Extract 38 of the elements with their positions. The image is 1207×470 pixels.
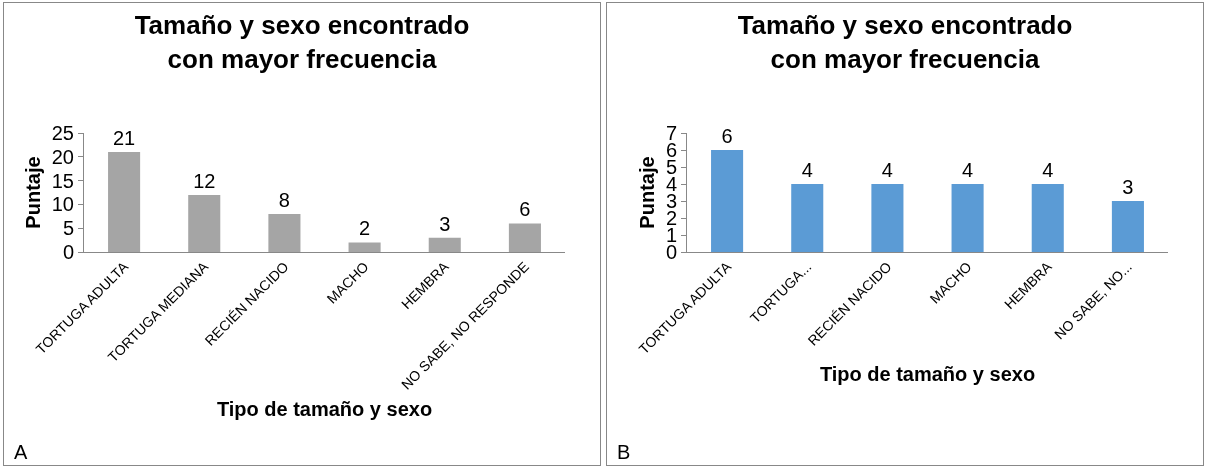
y-tick-label: 20 [51,145,74,168]
bar [951,184,984,252]
data-label: 2 [359,217,371,240]
chart-title: Tamaño y sexo encontrado con mayor frecuencia [134,10,470,74]
bar [1031,184,1064,252]
bar [791,184,824,252]
bar [1111,201,1144,252]
data-label: 4 [962,159,974,181]
data-label: 4 [801,159,813,181]
data-label: 8 [278,188,290,211]
data-label: 6 [721,125,733,147]
bar [348,242,381,252]
x-axis-title: Tipo de tamaño y sexo [819,362,1036,385]
y-tick-label: 0 [62,241,74,263]
bar [508,223,541,252]
y-axis-title: Puntaje [22,156,45,229]
data-label: 3 [439,212,451,235]
x-axis-title: Tipo de tamaño y sexo [216,398,433,421]
data-label: 21 [112,127,136,150]
bar [428,237,461,252]
y-tick-label: 5 [62,217,74,240]
data-label: 4 [1042,159,1054,181]
data-label: 6 [519,198,531,221]
data-label: 3 [1122,176,1134,198]
y-tick-label: 15 [51,169,74,192]
bar [871,184,904,252]
chart-title: Tamaño y sexo encontrado con mayor frecuencia [737,10,1073,74]
y-tick-label: 10 [51,193,74,216]
data-label: 12 [193,169,216,192]
data-label: 4 [881,159,893,181]
y-axis-title: Puntaje [636,156,659,229]
bar [108,152,141,252]
bar [711,150,744,252]
y-tick-label: 25 [51,122,74,144]
text: A [14,441,28,463]
bar [268,213,301,252]
bar [188,194,221,252]
text: B [617,441,631,463]
